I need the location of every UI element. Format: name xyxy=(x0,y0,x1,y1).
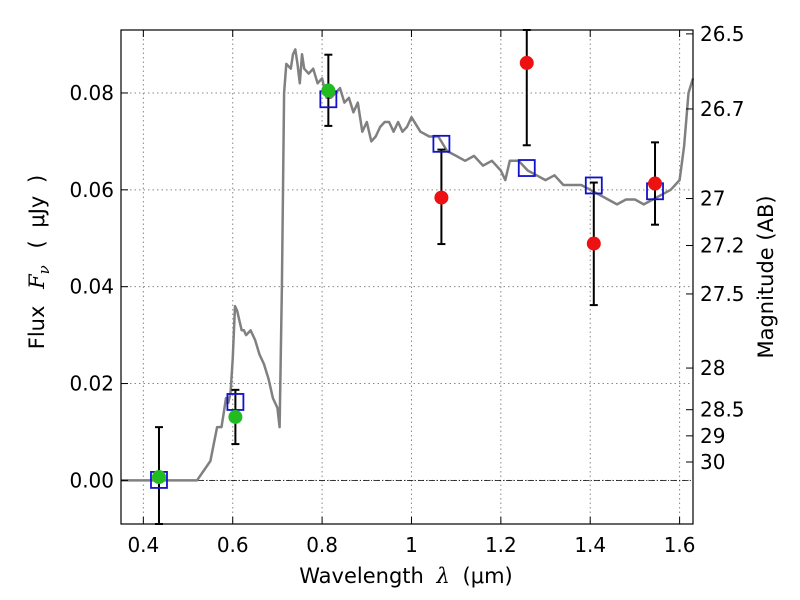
magnitude-tick-label-7: 29 xyxy=(700,424,725,448)
y-axis-unit-close: ) xyxy=(25,175,49,183)
x-tick-label-5: 1.4 xyxy=(574,533,606,557)
y-axis-subscript: ν xyxy=(35,265,53,274)
detection-point-1 xyxy=(228,409,243,424)
measurement-point-0 xyxy=(434,190,449,205)
y-axis-unit-open: ( xyxy=(25,240,49,248)
x-tick-label-6: 1.6 xyxy=(664,533,696,557)
magnitude-axis-title: Magnitude (AB) xyxy=(754,195,778,358)
magnitude-tick-label-4: 27.5 xyxy=(700,282,745,306)
observed-flux-markers xyxy=(151,55,663,485)
model-spectrum xyxy=(121,48,695,482)
y-axis-unit: μJy xyxy=(25,196,49,228)
y-tick-label-0: 0.00 xyxy=(69,468,114,492)
magnitude-tick-label-0: 26.5 xyxy=(700,22,745,46)
model-flux-square-5 xyxy=(584,176,603,195)
model-flux-markers xyxy=(150,90,664,489)
magnitude-tick-label-2: 27 xyxy=(700,187,725,211)
model-flux-square-3 xyxy=(432,134,451,153)
measurement-point-1 xyxy=(519,55,534,70)
magnitude-tick-label-8: 30 xyxy=(700,450,725,474)
x-axis-unit-close: ) xyxy=(505,564,513,588)
y-tick-label-4: 0.08 xyxy=(69,81,114,105)
x-axis-unit: μm xyxy=(471,564,505,588)
x-axis-label: Wavelength xyxy=(299,564,424,588)
detection-point-2 xyxy=(321,83,336,98)
y-tick-label-3: 0.06 xyxy=(69,178,114,202)
model-spectrum-line xyxy=(121,48,695,482)
magnitude-tick-label-5: 28 xyxy=(700,356,725,380)
x-axis-title: Wavelength λ (μm) xyxy=(299,564,513,588)
measurement-point-2 xyxy=(586,236,601,251)
measurement-point-3 xyxy=(648,176,663,191)
magnitude-tick-label-6: 28.5 xyxy=(700,398,745,422)
magnitude-tick-label-1: 26.7 xyxy=(700,97,745,121)
y-tick-label-1: 0.02 xyxy=(69,372,114,396)
x-tick-label-3: 1 xyxy=(405,533,418,557)
detection-point-0 xyxy=(151,470,166,485)
plot-frame xyxy=(120,29,694,525)
x-tick-label-2: 0.8 xyxy=(306,533,338,557)
y-tick-label-2: 0.04 xyxy=(69,275,114,299)
magnitude-tick-label-3: 27.2 xyxy=(700,234,745,258)
model-flux-square-1 xyxy=(226,393,245,411)
grid-lines xyxy=(121,30,693,524)
model-flux-square-4 xyxy=(517,159,536,177)
error-bars xyxy=(154,29,660,525)
x-tick-label-4: 1.2 xyxy=(485,533,517,557)
axis-ticks xyxy=(121,30,693,524)
x-tick-label-1: 0.6 xyxy=(217,533,249,557)
y-axis-symbol: F xyxy=(25,273,49,290)
y-axis-label: Flux xyxy=(25,306,49,350)
x-tick-label-0: 0.4 xyxy=(127,533,159,557)
x-axis-symbol: λ xyxy=(436,564,450,588)
y-axis-title: Flux Fν ( μJy ) xyxy=(25,175,54,350)
x-tick-labels: 0.4 0.6 0.8 1 1.2 1.4 1.6 xyxy=(127,533,695,557)
x-axis-unit-open: ( xyxy=(463,564,471,588)
y-tick-labels: 0.00 0.02 0.04 0.06 0.08 xyxy=(69,81,114,492)
